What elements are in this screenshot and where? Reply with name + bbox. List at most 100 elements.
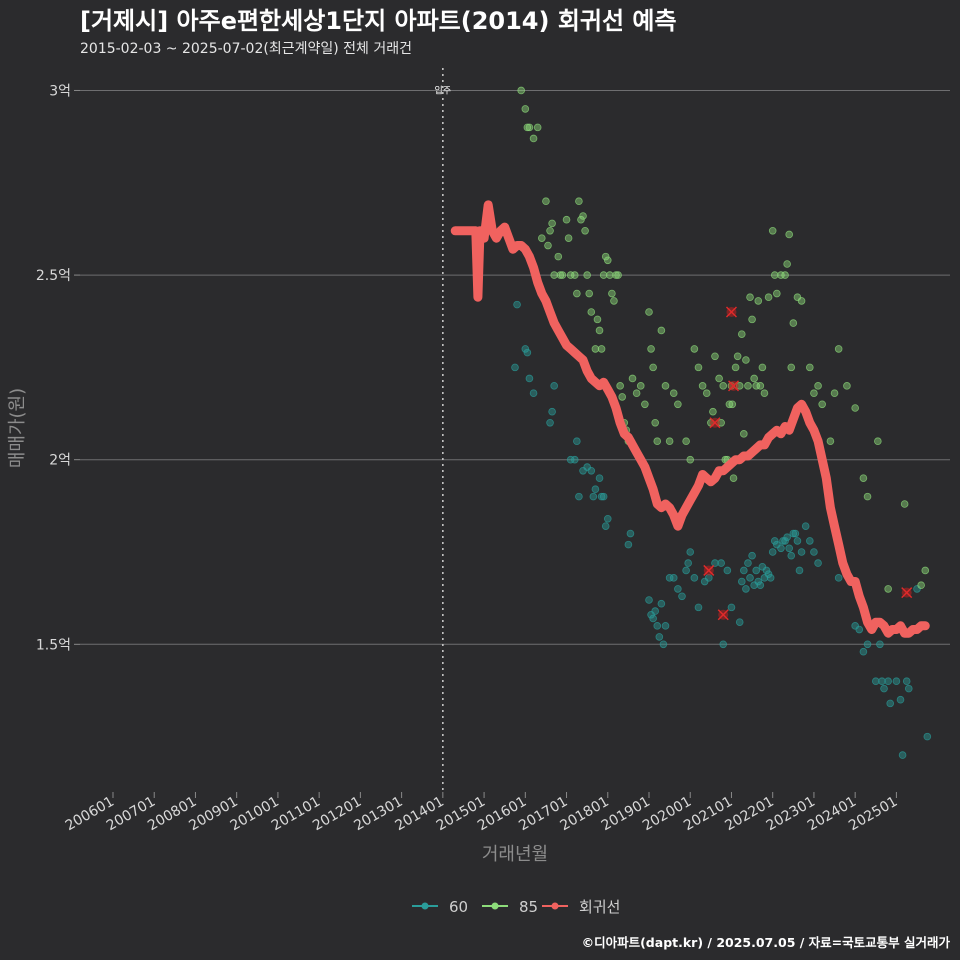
legend-swatch-dot — [551, 902, 559, 910]
point-85 — [558, 271, 567, 279]
point-85 — [900, 500, 909, 508]
point-85 — [595, 326, 604, 335]
point-85 — [760, 389, 769, 398]
point-85 — [544, 241, 552, 250]
point-60 — [742, 585, 750, 593]
point-85 — [575, 197, 583, 206]
point-60 — [791, 529, 800, 538]
point-85 — [570, 271, 579, 279]
point-85 — [585, 289, 594, 298]
point-85 — [597, 345, 606, 353]
point-85 — [921, 566, 930, 575]
point-60 — [682, 566, 690, 575]
point-85 — [834, 345, 843, 353]
point-60 — [665, 574, 674, 582]
point-60 — [511, 363, 519, 372]
legend-swatch-dot — [421, 902, 429, 910]
point-85 — [851, 404, 859, 412]
point-85 — [686, 455, 695, 464]
point-60 — [711, 559, 719, 567]
point-85 — [709, 407, 717, 416]
point-60 — [704, 574, 713, 582]
outlier-markers — [703, 306, 913, 621]
point-60 — [752, 566, 761, 575]
point-85 — [770, 271, 779, 279]
outlier-marker — [703, 564, 715, 576]
point-85 — [874, 437, 882, 446]
point-85 — [702, 389, 711, 398]
point-60 — [657, 599, 666, 608]
point-60 — [793, 537, 802, 545]
point-60 — [521, 345, 530, 353]
point-60 — [898, 751, 907, 759]
legend-label: 60 — [449, 898, 468, 916]
point-60 — [575, 492, 583, 501]
point-60 — [655, 633, 664, 641]
point-60 — [603, 514, 612, 523]
point-60 — [896, 695, 905, 704]
legend-label: 회귀선 — [579, 898, 620, 916]
point-60 — [645, 596, 653, 604]
point-60 — [591, 485, 600, 494]
point-60 — [669, 574, 678, 582]
point-85 — [636, 382, 645, 390]
point-85 — [564, 234, 573, 242]
point-85 — [550, 271, 558, 279]
point-85 — [587, 308, 596, 316]
point-60 — [746, 574, 754, 582]
point-60 — [878, 677, 886, 686]
point-60 — [678, 592, 686, 601]
point-60 — [599, 492, 608, 501]
regression-line — [450, 200, 930, 638]
point-85 — [711, 352, 719, 361]
point-60 — [674, 585, 682, 593]
point-60 — [649, 614, 657, 623]
point-85 — [787, 363, 796, 372]
point-60 — [735, 618, 744, 626]
point-85 — [715, 374, 723, 383]
point-85 — [806, 363, 814, 372]
point-60 — [597, 492, 606, 501]
point-60 — [902, 677, 911, 686]
point-85 — [781, 271, 789, 279]
chart-title: [거제시] 아주e편한세상1단지 아파트(2014) 회귀선 예측 — [80, 7, 677, 35]
point-85 — [591, 345, 600, 353]
point-85 — [546, 226, 554, 235]
point-85 — [737, 330, 746, 338]
point-85 — [814, 382, 822, 390]
y-axis-title: 매매가(원) — [7, 388, 28, 468]
point-85 — [758, 363, 767, 372]
point-60 — [661, 622, 670, 630]
legend-item-85: 85 — [482, 898, 538, 916]
point-85 — [669, 389, 678, 398]
point-60 — [550, 382, 558, 390]
point-60 — [855, 625, 864, 634]
point-60 — [801, 522, 810, 530]
point-60 — [770, 537, 779, 545]
point-60 — [740, 566, 748, 575]
point-60 — [876, 640, 884, 649]
point-85 — [616, 382, 624, 390]
source-caption: ©디아파트(dapt.kr) / 2025.07.05 / 자료=국토교통부 실… — [582, 935, 951, 950]
point-60 — [892, 677, 901, 686]
point-85 — [818, 400, 826, 409]
point-85 — [733, 352, 742, 361]
point-85 — [725, 400, 734, 409]
point-85 — [731, 363, 740, 372]
point-60 — [589, 492, 598, 501]
y-tick-label: 2.5억 — [36, 268, 71, 284]
point-85 — [601, 252, 610, 261]
legend-swatch-dot — [491, 902, 499, 910]
point-85 — [566, 271, 575, 279]
point-85 — [632, 389, 641, 398]
point-60 — [727, 603, 736, 612]
point-85 — [690, 345, 699, 353]
point-85 — [583, 271, 591, 279]
point-60 — [787, 551, 796, 560]
point-85 — [863, 492, 872, 501]
point-85 — [554, 252, 563, 261]
point-85 — [647, 345, 655, 353]
point-60 — [601, 522, 610, 530]
point-60 — [754, 577, 763, 586]
point-85 — [826, 437, 835, 446]
